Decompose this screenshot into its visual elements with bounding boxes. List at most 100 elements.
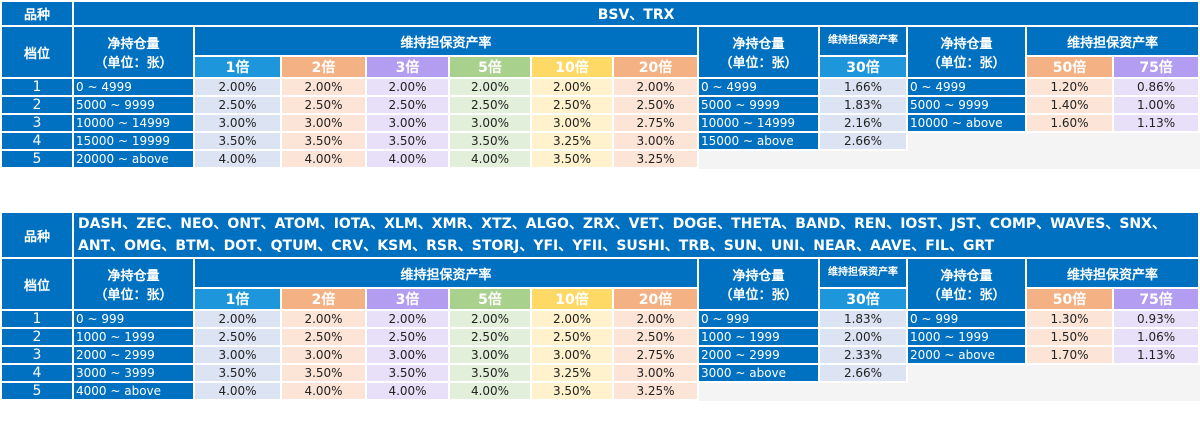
net-position-header: 净持仓量 （单位：张） (72, 25, 195, 79)
rate-cell: 2.50% (280, 327, 367, 347)
rate-cell: 2.50% (193, 95, 282, 115)
rate-cell-30x: 2.33% (818, 345, 908, 365)
rate-cell: 4.00% (280, 149, 367, 169)
rate-cell: 3.50% (365, 131, 450, 151)
rate-cell: 2.75% (612, 345, 699, 365)
rate-cell-75x: 1.00% (1111, 95, 1200, 115)
variety-list: DASH、ZEC、NEO、ONT、ATOM、IOTA、XLM、XMR、XTZ、A… (71, 211, 1200, 259)
rate-cell-30x: 1.83% (818, 309, 908, 329)
rate-cell: 2.50% (448, 327, 532, 347)
rate-cell: 4.00% (448, 149, 532, 169)
rate-cell: 3.50% (448, 363, 532, 383)
leverage-header-20x: 20倍 (612, 287, 699, 311)
rate-cell-50x: 1.40% (1025, 95, 1114, 115)
position-range-30x: 10000 ~ 14999 (697, 113, 820, 133)
rate-cell: 2.00% (365, 309, 450, 329)
position-range-50-75x: 10000 ~ above (906, 113, 1027, 133)
net-position-label: 净持仓量 (732, 37, 785, 52)
position-range-30x: 1000 ~ 1999 (697, 327, 820, 347)
maintenance-rate-header: 维持担保资产率 (193, 257, 699, 289)
rate-cell: 3.50% (280, 131, 367, 151)
position-range-30x: 3000 ~ above (697, 363, 820, 383)
position-range-30x: 2000 ~ 2999 (697, 345, 820, 365)
net-position-label: 净持仓量 (732, 269, 785, 284)
table-row: 4 15000 ~ 19999 3.50% 3.50% 3.50% 3.50% 3.25% 3… (0, 131, 1200, 151)
variety-row: 品种 DASH、ZEC、NEO、ONT、ATOM、IOTA、XLM、XMR、XTZ… (0, 211, 1200, 259)
rate-cell: 3.50% (280, 363, 367, 383)
rate-cell: 2.00% (193, 77, 282, 97)
rate-cell: 2.00% (530, 309, 614, 329)
leverage-row: 1倍 2倍 3倍 5倍 10倍 20倍 30倍 50倍 75倍 (1, 55, 1200, 79)
net-position-header: 净持仓量 （单位：张） (906, 25, 1027, 79)
rate-cell: 2.50% (530, 95, 614, 115)
rate-cell: 3.50% (448, 131, 532, 151)
rate-cell: 3.00% (365, 345, 450, 365)
empty-cell (905, 363, 1200, 383)
rate-cell: 3.00% (280, 345, 367, 365)
rate-cell-30x: 2.00% (818, 327, 908, 347)
table-row: 4 3000 ~ 3999 3.50% 3.50% 3.50% 3.50% 3.25% 3.0… (0, 363, 1200, 383)
rate-cell: 3.50% (530, 149, 614, 169)
leverage-header-10x: 10倍 (530, 287, 614, 311)
rate-cell: 3.50% (193, 363, 282, 383)
table-row: 5 20000 ~ above 4.00% 4.00% 4.00% 4.00% 3.50% 3… (0, 149, 1200, 169)
rate-cell: 3.50% (365, 363, 450, 383)
tier-number: 5 (0, 149, 74, 169)
rate-cell: 2.50% (280, 95, 367, 115)
position-range: 5000 ~ 9999 (72, 95, 195, 115)
tier-number: 3 (0, 345, 74, 365)
leverage-header-2x: 2倍 (280, 287, 367, 311)
leverage-header-5x: 5倍 (448, 55, 532, 79)
position-range: 0 ~ 999 (72, 309, 195, 329)
tier-number: 1 (0, 77, 74, 97)
empty-cell (905, 149, 1200, 169)
table-row: 3 2000 ~ 2999 3.00% 3.00% 3.00% 3.00% 3.00% 2.7… (0, 345, 1200, 365)
variety-label: 品种 (0, 211, 74, 259)
rate-cell-50x: 1.70% (1025, 345, 1114, 365)
leverage-header-3x: 3倍 (365, 287, 450, 311)
leverage-header-75x: 75倍 (1111, 287, 1200, 311)
position-range: 0 ~ 4999 (72, 77, 195, 97)
leverage-row: 1倍 2倍 3倍 5倍 10倍 20倍 30倍 50倍 75倍 (1, 287, 1200, 311)
rate-cell: 3.25% (530, 131, 614, 151)
empty-cell (905, 131, 1200, 151)
empty-cell (697, 149, 908, 169)
rate-cell-75x: 1.13% (1111, 345, 1200, 365)
rate-cell: 2.50% (448, 95, 532, 115)
rate-cell: 2.00% (530, 77, 614, 97)
rate-cell: 3.00% (612, 363, 699, 383)
rate-cell: 3.25% (530, 363, 614, 383)
rate-cell: 4.00% (193, 149, 282, 169)
net-position-header: 净持仓量 （单位：张） (697, 257, 820, 311)
rate-cell: 2.50% (365, 327, 450, 347)
position-range-50-75x: 0 ~ 999 (906, 309, 1027, 329)
rate-cell: 4.00% (365, 381, 450, 401)
rate-cell: 3.00% (448, 345, 532, 365)
header-row: 档位 净持仓量 （单位：张） 维持担保资产率 净持仓量 （单位：张） 维持担保资产率 净持仓量… (0, 25, 1200, 79)
rate-cell: 2.00% (448, 77, 532, 97)
rate-cell: 4.00% (193, 381, 282, 401)
rate-cell: 2.00% (365, 77, 450, 97)
tier-number: 5 (0, 381, 74, 401)
leverage-header-50x: 50倍 (1025, 55, 1114, 79)
unit-label: （单位：张） (719, 56, 798, 71)
rate-cell-50x: 1.20% (1025, 77, 1114, 97)
rate-cell: 3.00% (448, 113, 532, 133)
leverage-header-20x: 20倍 (612, 55, 699, 79)
rate-cell: 4.00% (280, 381, 367, 401)
position-range-50-75x: 5000 ~ 9999 (906, 95, 1027, 115)
position-range: 15000 ~ 19999 (72, 131, 195, 151)
margin-table-bsv-trx: 品种 BSV、TRX 档位 净持仓量 （单位：张） 维持担保资产率 净持仓量 （单位：张） 维持… (0, 0, 1200, 169)
rate-cell-50x: 1.30% (1025, 309, 1114, 329)
rate-cell-75x: 1.13% (1111, 113, 1200, 133)
tier-number: 4 (0, 363, 74, 383)
leverage-header-75x: 75倍 (1111, 55, 1200, 79)
position-range-30x: 15000 ~ above (697, 131, 820, 151)
net-position-label: 净持仓量 (940, 37, 993, 52)
variety-row: 品种 BSV、TRX (0, 0, 1200, 27)
net-position-header: 净持仓量 （单位：张） (906, 257, 1027, 311)
rate-cell-30x: 2.66% (818, 363, 908, 383)
position-range-30x: 0 ~ 4999 (697, 77, 820, 97)
unit-label: （单位：张） (94, 288, 173, 303)
